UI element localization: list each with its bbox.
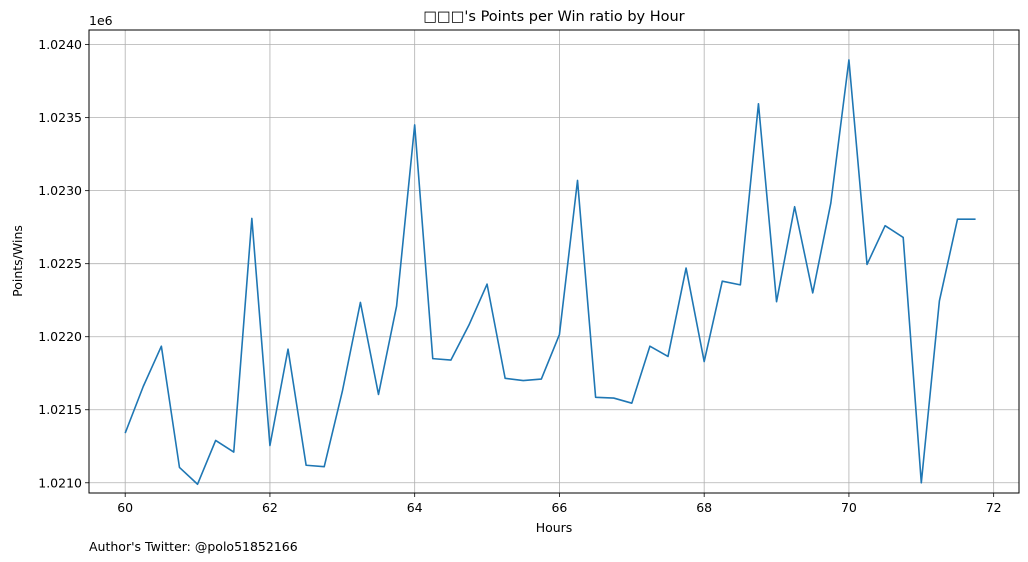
x-tick-label: 64 xyxy=(407,500,423,515)
y-gridlines xyxy=(89,44,1019,484)
chart-title: □□□'s Points per Win ratio by Hour xyxy=(423,9,684,25)
x-axis-ticks: 60 62 64 66 68 70 72 xyxy=(117,493,1002,515)
x-axis-label: Hours xyxy=(536,520,573,535)
y-tick-label: 1.0240 xyxy=(38,37,82,52)
plot-area xyxy=(89,30,1019,493)
y-tick-label: 1.0230 xyxy=(38,183,82,198)
x-tick-label: 70 xyxy=(841,500,857,515)
y-tick-label: 1.0210 xyxy=(38,475,82,490)
x-tick-label: 72 xyxy=(986,500,1002,515)
x-tick-label: 62 xyxy=(262,500,278,515)
y-offset-label: 1e6 xyxy=(89,13,113,28)
y-tick-label: 1.0235 xyxy=(38,110,82,125)
x-tick-label: 60 xyxy=(117,500,133,515)
y-tick-label: 1.0215 xyxy=(38,402,82,417)
y-axis-ticks: 1.0210 1.0215 1.0220 1.0225 1.0230 1.0235 1.02… xyxy=(38,37,89,490)
y-tick-label: 1.0225 xyxy=(38,256,82,271)
x-tick-label: 66 xyxy=(551,500,567,515)
y-tick-label: 1.0220 xyxy=(38,329,82,344)
x-gridlines xyxy=(124,30,995,493)
series-line xyxy=(124,59,976,486)
author-footer: Author's Twitter: @polo51852166 xyxy=(89,539,298,554)
x-tick-label: 68 xyxy=(696,500,712,515)
plot-frame xyxy=(88,29,1020,494)
y-axis-label: Points/Wins xyxy=(10,225,25,297)
